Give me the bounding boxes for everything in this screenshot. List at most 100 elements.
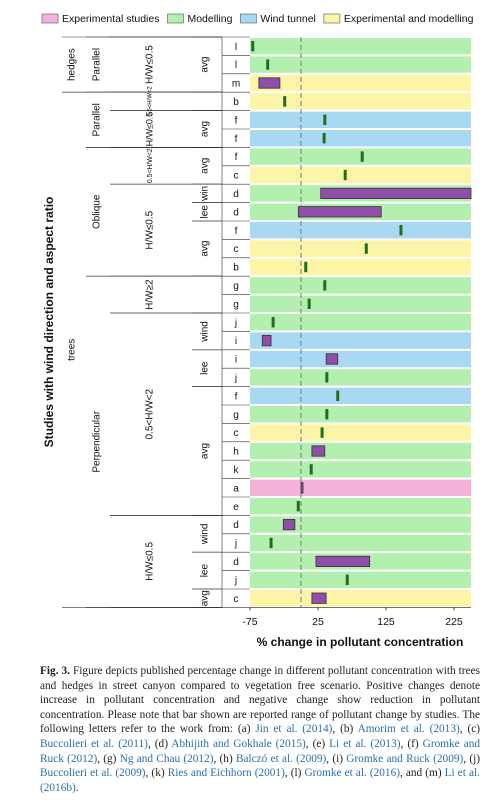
group-label: H/W≤0.5 [145, 45, 156, 84]
citation[interactable]: Gromke and Ruck (2012) [40, 737, 481, 765]
group-label: H/W≤0.5 [145, 210, 156, 249]
legend-label: Modelling [187, 13, 232, 25]
row-letter: g [233, 410, 239, 421]
row-letter: k [234, 465, 240, 476]
range-bar [297, 206, 382, 218]
row-letter: j [234, 575, 237, 586]
group-label: avg [200, 121, 211, 137]
group-label: H/W≥2 [145, 279, 156, 310]
row-letter: a [233, 483, 239, 494]
range-bar [261, 334, 272, 347]
row-background [250, 442, 471, 460]
range-bar [320, 187, 472, 199]
row-background [250, 111, 471, 128]
caption-text: , (g) [97, 752, 120, 765]
point-marker [364, 243, 368, 254]
caption-text: , (k) [145, 767, 168, 780]
row-letter: i [235, 336, 237, 347]
y-axis-title: Studies with wind direction and aspect r… [42, 197, 56, 448]
row-letter: f [235, 152, 238, 163]
row-letter: e [233, 502, 239, 513]
point-marker [399, 225, 403, 236]
citation[interactable]: Abhijith and Gokhale (2015) [171, 737, 306, 750]
row-background [250, 498, 471, 515]
caption-text: , (e) [305, 737, 330, 750]
point-marker [307, 298, 311, 309]
citation[interactable]: Gromke and Ruck (2009) [346, 752, 464, 765]
x-tick-label: -75 [242, 616, 257, 628]
row-background [250, 56, 471, 73]
group-label: 0.5<H/W<2 [147, 148, 154, 183]
point-marker [304, 261, 308, 273]
group-label: win [200, 186, 211, 202]
caption-text: Figure depicts published percentage chan… [40, 665, 480, 736]
row-background [250, 350, 471, 368]
group-label: Oblique [92, 194, 103, 229]
group-label: 0.5<H/W<2 [148, 86, 154, 117]
point-marker [343, 169, 347, 181]
x-tick-label: 125 [377, 616, 395, 628]
citation[interactable]: Ng and Chau (2012) [119, 752, 214, 765]
group-label: Perpendicular [92, 410, 103, 472]
caption-text: , (c) [459, 723, 480, 736]
row-letter: g [233, 299, 239, 310]
row-background [250, 314, 471, 331]
caption-text: . [75, 781, 79, 794]
group-label: avg [200, 443, 211, 459]
point-marker [323, 114, 327, 125]
row-letter: c [234, 244, 239, 255]
x-tick-label: 225 [445, 616, 463, 628]
legend-swatch [167, 13, 184, 24]
row-background [250, 258, 471, 276]
range-bar [311, 445, 326, 457]
x-axis-title: % change in pollutant concentration [257, 635, 464, 649]
point-marker [266, 59, 270, 70]
caption-text: , (l) [284, 767, 305, 780]
citation[interactable]: Buccolieri et al. (2009) [40, 767, 146, 780]
citation[interactable]: Ries and Eichhorn (2001) [167, 767, 285, 780]
caption-text: , (i) [326, 752, 347, 765]
range-bar [325, 353, 339, 365]
row-background [250, 534, 471, 552]
citation[interactable]: Li et al. (2016b) [40, 767, 480, 794]
caption-label: Fig. 3. [40, 665, 70, 677]
row-background [250, 295, 471, 312]
range-bar [315, 555, 371, 568]
row-letter: j [234, 318, 237, 329]
legend-label: Wind tunnel [260, 13, 315, 25]
citation[interactable]: Li et al. (2013) [329, 737, 401, 750]
row-letter: c [234, 428, 239, 439]
range-bar [311, 592, 327, 604]
legend-label: Experimental and modelling [344, 13, 474, 25]
citation[interactable]: Jin et al. (2014) [255, 723, 333, 736]
group-label: lee [200, 361, 211, 375]
group-label: lee [200, 563, 211, 577]
citation[interactable]: Buccolieri et al. (2011) [40, 737, 148, 750]
row-background [250, 277, 471, 294]
row-background [250, 74, 471, 92]
row-background [250, 479, 471, 496]
caption-text: , (f) [400, 737, 423, 750]
citation[interactable]: Balczó et al. (2009) [235, 752, 327, 765]
group-label: lee [200, 205, 211, 219]
row-letter: d [233, 520, 239, 531]
row-background [250, 93, 471, 110]
group-label: avg [200, 158, 211, 174]
row-letter: j [234, 373, 237, 384]
citation[interactable]: Gromke et al. (2016) [304, 767, 400, 780]
group-label: avg [200, 57, 211, 73]
legend-label: Experimental studies [62, 13, 159, 25]
row-letter: f [235, 134, 238, 145]
citation[interactable]: Amorim et al. (2013) [357, 723, 460, 736]
row-letter: b [233, 263, 239, 274]
row-letter: i [235, 355, 237, 366]
point-marker [251, 41, 255, 52]
group-label: Parallel [92, 48, 103, 81]
point-marker [271, 317, 275, 328]
point-marker [323, 280, 327, 291]
point-marker [325, 409, 329, 420]
row-letter: d [233, 207, 239, 218]
group-label: hedges [67, 48, 78, 81]
group-label: avg [200, 241, 211, 257]
